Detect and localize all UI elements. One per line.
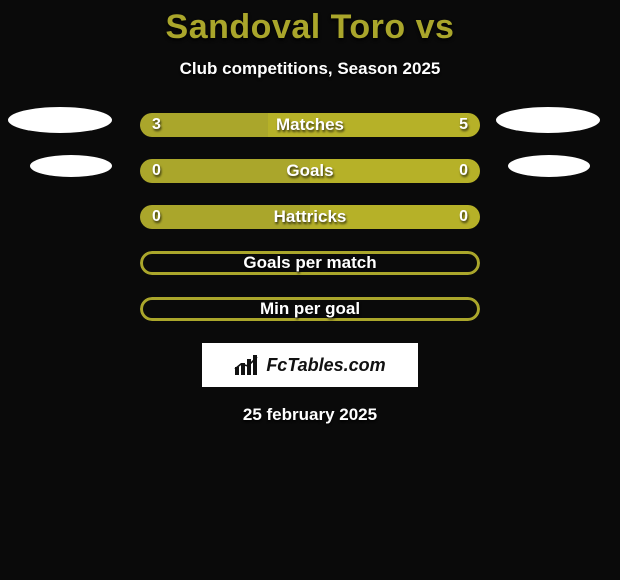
stat-row: 00Goals <box>0 159 620 183</box>
player-right-marker <box>508 155 590 177</box>
page-subtitle: Club competitions, Season 2025 <box>0 59 620 79</box>
player-left-marker <box>30 155 112 177</box>
stat-label: Goals <box>140 159 480 183</box>
brand-chart-icon <box>234 355 260 375</box>
stat-bar: 35Matches <box>140 113 480 137</box>
page-title: Sandoval Toro vs <box>0 8 620 47</box>
stat-bar: 00Hattricks <box>140 205 480 229</box>
stat-row: 00Hattricks <box>0 205 620 229</box>
stat-row: Goals per match <box>0 251 620 275</box>
player-left-marker <box>8 107 112 133</box>
stat-label: Matches <box>140 113 480 137</box>
player-right-marker <box>496 107 600 133</box>
stat-row: Min per goal <box>0 297 620 321</box>
stat-bar: 00Goals <box>140 159 480 183</box>
footer-date: 25 february 2025 <box>0 405 620 425</box>
stat-rows: 35Matches 00Goals 00Hattricks Goals per mat… <box>0 113 620 321</box>
brand-text: FcTables.com <box>266 355 385 376</box>
brand-box: FcTables.com <box>202 343 418 387</box>
comparison-infographic: Sandoval Toro vs Club competitions, Seas… <box>0 0 620 580</box>
stat-bar: Min per goal <box>140 297 480 321</box>
stat-label: Goals per match <box>140 251 480 275</box>
stat-label: Min per goal <box>140 297 480 321</box>
stat-label: Hattricks <box>140 205 480 229</box>
stat-row: 35Matches <box>0 113 620 137</box>
stat-bar: Goals per match <box>140 251 480 275</box>
